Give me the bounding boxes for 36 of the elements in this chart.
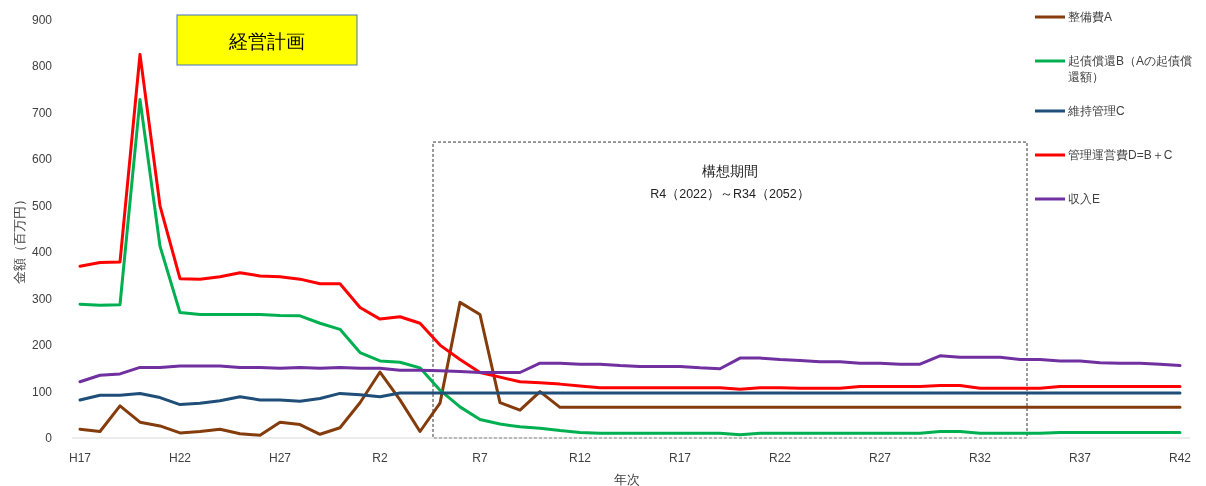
- x-axis-title: 年次: [614, 472, 640, 486]
- y-tick-label: 700: [31, 105, 53, 120]
- y-tick-label: 300: [31, 291, 53, 306]
- line-series: [78, 300, 1182, 437]
- x-tick-label: R32: [968, 451, 992, 465]
- y-tick-label: 100: [31, 384, 53, 399]
- x-tick-label: R22: [768, 451, 792, 465]
- y-tick-label: 900: [31, 13, 53, 27]
- legend-label: 整備費A: [1068, 10, 1113, 24]
- y-tick-label: 500: [31, 198, 53, 213]
- y-tick-label: 400: [31, 245, 53, 260]
- line-series: [78, 354, 1182, 384]
- legend-label: 維持管理C: [1067, 104, 1125, 118]
- y-tick-label: 0: [45, 431, 53, 445]
- x-tick-label: R7: [472, 451, 488, 465]
- line-series: [78, 391, 1182, 407]
- x-tick-label: H17: [68, 451, 92, 465]
- y-tick-label: 800: [31, 59, 53, 74]
- legend-label: 収入E: [1068, 192, 1101, 206]
- y-tick-label: 600: [31, 152, 53, 167]
- x-tick-label: R12: [568, 451, 592, 465]
- annotation: R4（2022）～R34（2052）: [650, 187, 810, 202]
- legend-label: 管理運営費D=B＋C: [1068, 148, 1173, 162]
- x-tick-label: R42: [1168, 451, 1192, 465]
- x-tick-label: R37: [1068, 451, 1092, 465]
- legend-label: 起債償還B（Aの起債償還額）: [1068, 54, 1193, 84]
- x-tick-label: R2: [372, 451, 388, 465]
- y-tick-label: 200: [31, 338, 53, 353]
- x-tick-label: H27: [268, 451, 292, 465]
- line-series: [78, 97, 1182, 437]
- x-tick-label: R27: [868, 451, 892, 465]
- x-tick-label: R17: [668, 451, 692, 465]
- y-axis-title: 金額（百万円）: [12, 192, 27, 284]
- annotation: 構想期間: [702, 163, 758, 180]
- title: 経営計画: [176, 14, 358, 66]
- x-tick-label: H22: [168, 451, 192, 465]
